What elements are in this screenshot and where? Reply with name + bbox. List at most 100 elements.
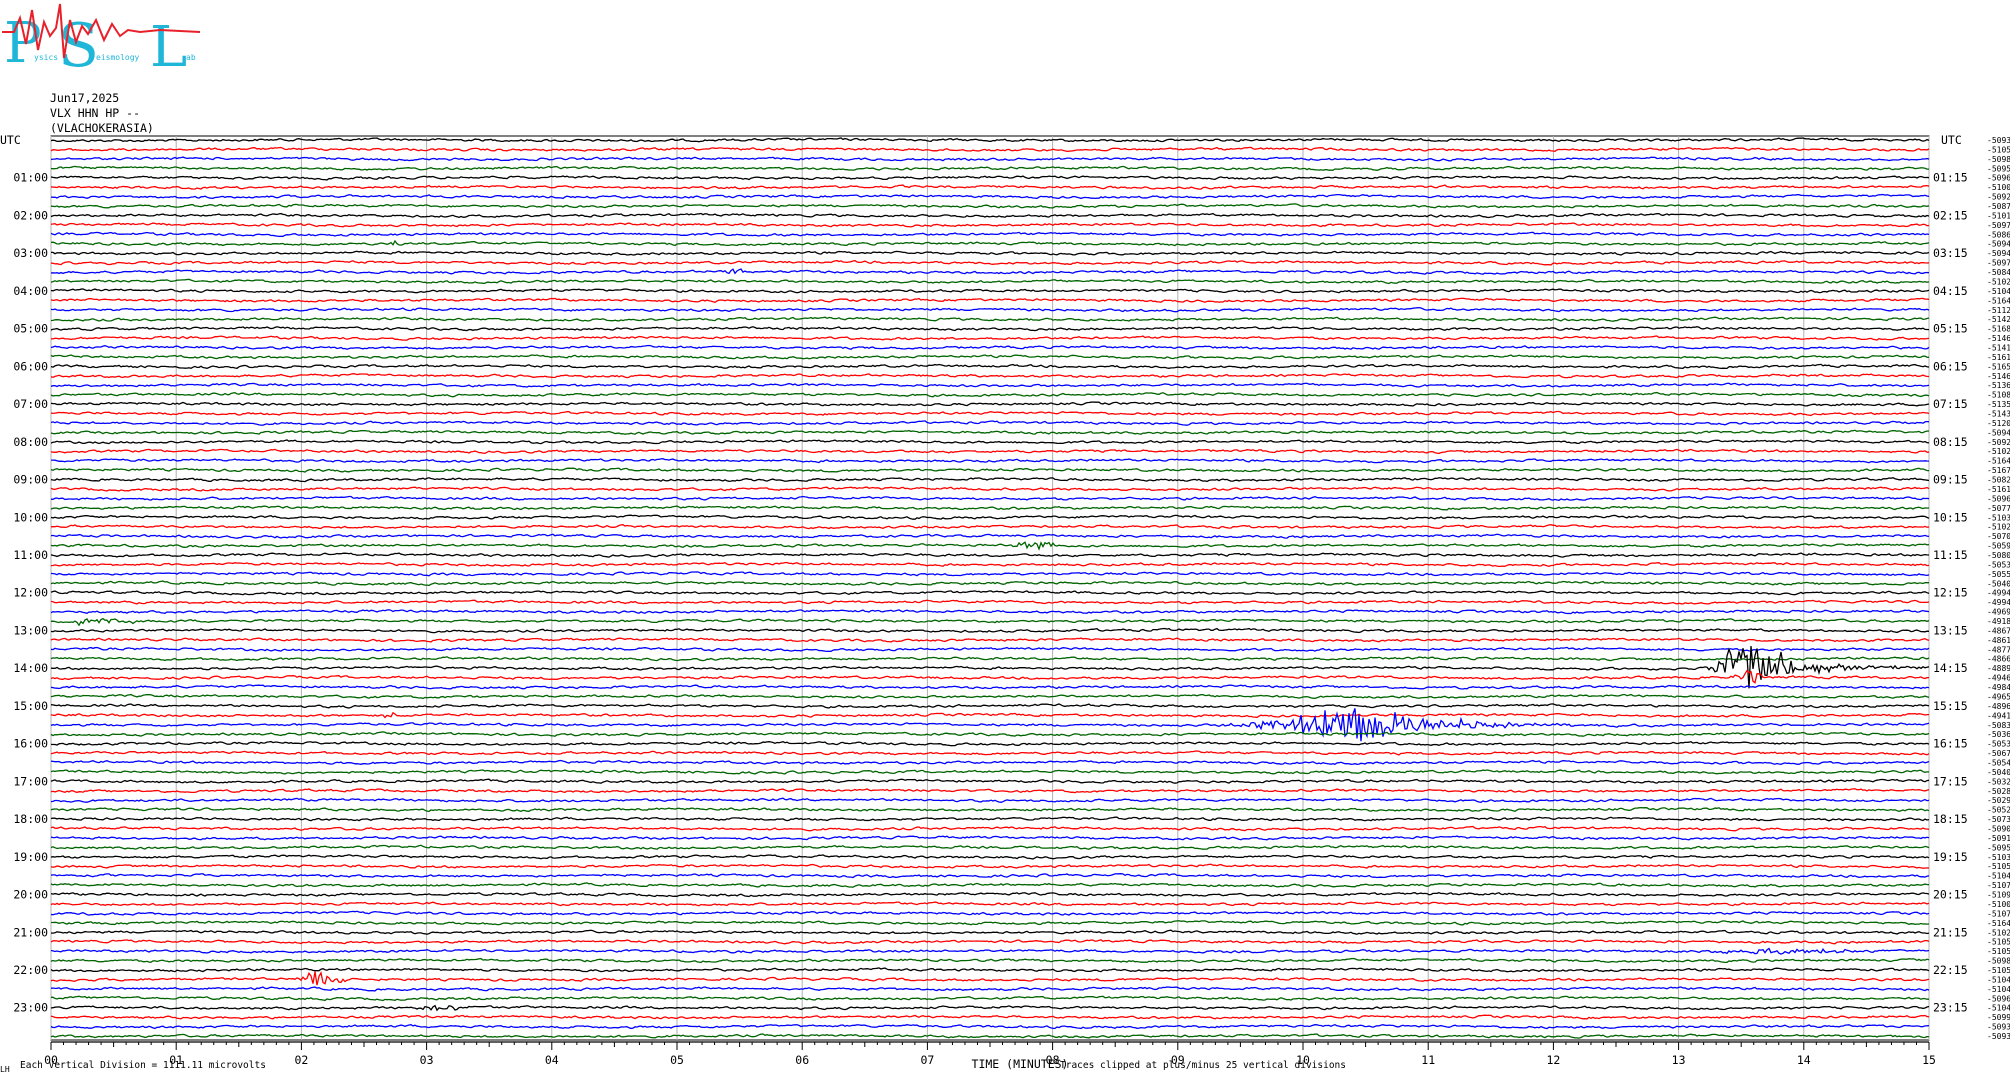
trace-offset-label: -5107 <box>1987 881 2010 890</box>
trace-offset-label: -4918 <box>1987 617 2010 626</box>
trace-offset-label: -5093 <box>1987 1032 2010 1041</box>
trace-offset-label: -5168 <box>1987 325 2010 334</box>
trace-line <box>51 458 1930 464</box>
trace-line <box>51 250 1930 256</box>
trace-line <box>50 306 1930 313</box>
hour-label-right: 13:15 <box>1933 623 1968 637</box>
trace-offset-label: -5093 <box>1987 1023 2010 1032</box>
trace-offset-label: -4994 <box>1987 598 2010 607</box>
logo-word-2: eismology <box>96 53 140 62</box>
hour-label-left: 02:00 <box>13 208 48 222</box>
hour-label-left: 06:00 <box>13 359 48 373</box>
trace-offset-label: -5104 <box>1987 1004 2010 1013</box>
header-location: (VLACHOKERASIA) <box>50 121 154 135</box>
hour-label-right: 21:15 <box>1933 925 1968 939</box>
trace-line <box>50 429 1930 435</box>
trace-line <box>50 297 1930 303</box>
trace-offset-label: -5101 <box>1987 211 2010 220</box>
trace-offset-label: -5102 <box>1987 277 2010 286</box>
trace-line <box>50 156 1930 162</box>
trace-offset-label: -5092 <box>1987 438 2010 447</box>
hour-label-left: 23:00 <box>13 1001 48 1015</box>
trace-offset-label: -5095 <box>1987 843 2010 852</box>
hour-label-left: 14:00 <box>13 661 48 675</box>
trace-offset-label: -5103 <box>1987 513 2010 522</box>
trace-offset-label: -5053 <box>1987 740 2010 749</box>
hour-label-right: 11:15 <box>1933 548 1968 562</box>
trace-offset-label: -5052 <box>1987 806 2010 815</box>
axis-labels: UTC UTC 01:00 02:00 03:00 04:00 05:00 06:00 07:0… <box>0 133 2010 1074</box>
hour-label-left: 21:00 <box>13 925 48 939</box>
trace-offset-label: -5104 <box>1987 287 2010 296</box>
hour-label-right: 12:15 <box>1933 586 1968 600</box>
scale-note: Each Vertical Division = 1111.11 microvo… <box>20 1060 266 1071</box>
trace-line <box>50 561 1930 568</box>
hour-label-left: 12:00 <box>13 586 48 600</box>
trace-offset-label: -5164 <box>1987 919 2010 928</box>
trace-offset-label: -4969 <box>1987 608 2010 617</box>
trace-line <box>50 335 1930 341</box>
trace-line <box>50 825 1930 832</box>
seismogram-traces <box>50 137 1930 1039</box>
x-tick-label: 06 <box>795 1053 809 1067</box>
hour-label-left: 11:00 <box>13 548 48 562</box>
trace-line <box>50 646 1930 653</box>
trace-line <box>50 401 1930 407</box>
trace-line <box>50 816 1930 822</box>
logo-word-1: ysics <box>34 53 58 62</box>
trace-line <box>50 645 1930 689</box>
trace-line <box>50 373 1930 379</box>
trace-line <box>50 627 1930 634</box>
trace-line <box>50 590 1930 596</box>
trace-line <box>50 363 1930 370</box>
trace-line <box>50 892 1930 898</box>
trace-line <box>50 175 1930 181</box>
trace-line <box>50 137 1930 143</box>
trace-offset-label: -5105 <box>1987 947 2010 956</box>
hour-label-right: 15:15 <box>1933 699 1968 713</box>
trace-line <box>50 344 1930 351</box>
trace-line <box>50 873 1930 879</box>
trace-line <box>50 165 1929 171</box>
trace-offset-label: -5084 <box>1987 268 2010 277</box>
trace-offset-label: -4941 <box>1987 711 2010 720</box>
trace-offset-label: -5083 <box>1987 721 2010 730</box>
trace-offset-label: -5167 <box>1987 466 2010 475</box>
trace-line <box>50 146 1930 152</box>
hour-label-left: 20:00 <box>13 888 48 902</box>
trace-offset-label: -5164 <box>1987 457 2010 466</box>
trace-line <box>50 222 1930 228</box>
trace-line <box>50 193 1930 200</box>
trace-line <box>50 505 1930 511</box>
trace-offset-label: -5107 <box>1987 909 2010 918</box>
trace-line <box>50 239 1930 247</box>
trace-offset-label: -5165 <box>1987 362 2010 371</box>
trace-offset-label: -4866 <box>1987 655 2010 664</box>
hour-label-left: 13:00 <box>13 623 48 637</box>
hour-label-left: 04:00 <box>13 284 48 298</box>
trace-line <box>50 259 1930 266</box>
hour-label-left: 15:00 <box>13 699 48 713</box>
hour-label-right: 18:15 <box>1933 812 1968 826</box>
logo-word-3: ab <box>186 53 196 62</box>
time-grid <box>50 135 1930 1050</box>
utc-label-right: UTC <box>1941 133 1962 147</box>
trace-offset-label: -4984 <box>1987 683 2010 692</box>
trace-line <box>50 711 1929 719</box>
trace-offset-label: -5070 <box>1987 532 2010 541</box>
trace-offset-label: -5040 <box>1987 768 2010 777</box>
trace-offset-label: -5086 <box>1987 230 2010 239</box>
trace-line <box>50 184 1930 190</box>
trace-line <box>50 448 1929 455</box>
hour-label-left: 07:00 <box>13 397 48 411</box>
trace-offset-label: -5096 <box>1987 494 2010 503</box>
trace-offset-label: -4965 <box>1987 692 2010 701</box>
trace-offset-label: -5097 <box>1987 221 2010 230</box>
trace-line <box>50 797 1930 803</box>
hour-label-right: 19:15 <box>1933 850 1968 864</box>
x-tick-label: 01 <box>169 1053 183 1067</box>
trace-offset-label: -5099 <box>1987 1013 2010 1022</box>
trace-line <box>50 854 1930 860</box>
trace-line <box>50 1004 1930 1012</box>
hour-label-right: 08:15 <box>1933 435 1968 449</box>
